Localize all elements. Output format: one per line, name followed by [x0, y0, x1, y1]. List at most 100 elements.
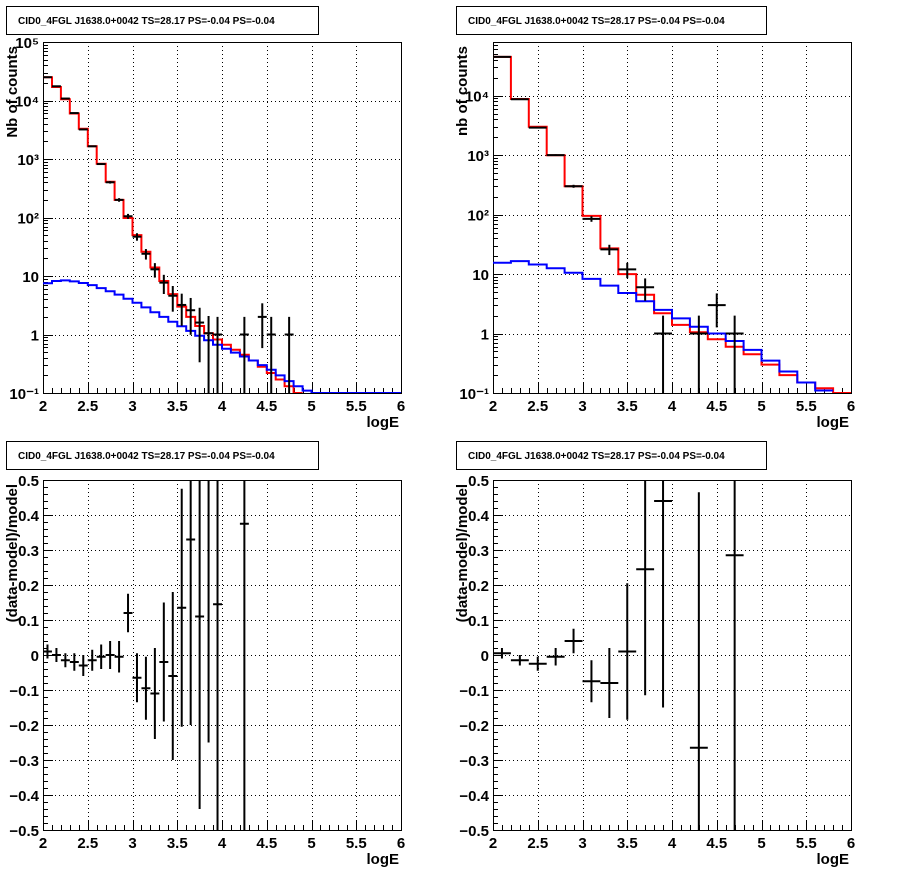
- data-point: [257, 303, 267, 349]
- x-tick-label: 2: [39, 398, 47, 415]
- x-tick-label: 4.5: [256, 398, 277, 415]
- x-tick-label: 5.5: [346, 835, 367, 852]
- y-tick-label: 10²: [467, 208, 489, 225]
- x-tick-label: 3: [128, 398, 136, 415]
- data-point: [96, 163, 106, 166]
- x-tick-label: 4: [218, 398, 227, 415]
- residual-point: [123, 593, 133, 633]
- data-point: [141, 249, 151, 260]
- chart-panel-2: CID0_4FGL J1638.0+0042 TS=28.17 PS=-0.04…: [454, 6, 855, 431]
- chart-title: CID0_4FGL J1638.0+0042 TS=28.17 PS=-0.04…: [468, 451, 725, 462]
- y-tick-label: 10: [472, 267, 489, 284]
- data-point: [564, 184, 583, 188]
- data-point: [132, 233, 142, 241]
- y-tick-label: −0.2: [9, 718, 39, 735]
- data-point: [546, 154, 565, 157]
- y-tick-label: 10⁵: [15, 35, 39, 52]
- data-point: [69, 112, 79, 115]
- residual-point: [654, 480, 672, 708]
- x-tick-label: 6: [397, 398, 405, 415]
- data-point: [618, 262, 637, 279]
- y-tick-label: 0: [481, 648, 489, 665]
- y-tick-label: 1: [481, 327, 489, 344]
- x-tick-label: 5.5: [796, 398, 817, 415]
- y-tick-label: −0.1: [9, 683, 39, 700]
- x-tick-label: 6: [847, 835, 855, 852]
- residual-point: [636, 480, 655, 696]
- residual-point: [546, 648, 565, 666]
- data-point: [284, 316, 294, 393]
- residual-point: [207, 480, 210, 743]
- residual-point: [141, 656, 151, 720]
- x-tick-label: 3.5: [617, 398, 638, 415]
- y-tick-label: −0.3: [9, 753, 39, 770]
- data-point: [186, 297, 196, 335]
- data-point: [114, 198, 124, 202]
- x-axis-label: logE: [367, 851, 400, 868]
- y-tick-label: 10: [22, 269, 39, 286]
- data-point: [123, 213, 133, 219]
- x-axis-label: logE: [817, 414, 850, 431]
- residual-point: [168, 592, 178, 760]
- chart-panel-4: CID0_4FGL J1638.0+0042 TS=28.17 PS=-0.04…: [454, 441, 855, 868]
- x-tick-label: 2.5: [527, 398, 548, 415]
- x-tick-label: 2: [489, 835, 497, 852]
- y-tick-label: 10³: [17, 152, 39, 169]
- x-tick-label: 3: [578, 398, 586, 415]
- y-tick-label: −0.5: [9, 823, 39, 840]
- data-point: [159, 274, 169, 294]
- residual-point: [159, 602, 169, 722]
- residual-point: [132, 653, 142, 703]
- x-tick-label: 2: [39, 835, 47, 852]
- residual-point: [114, 641, 124, 673]
- residual-point: [510, 655, 529, 666]
- series-1-histogram: [43, 76, 303, 393]
- chart-panel-3: CID0_4FGL J1638.0+0042 TS=28.17 PS=-0.04…: [4, 441, 405, 868]
- data-point: [150, 263, 160, 278]
- chart-title: CID0_4FGL J1638.0+0042 TS=28.17 PS=-0.04…: [18, 451, 275, 462]
- data-point: [87, 145, 97, 148]
- data-point: [582, 216, 601, 222]
- chart-panel-1: CID0_4FGL J1638.0+0042 TS=28.17 PS=-0.04…: [4, 6, 405, 431]
- y-axis-label: (data-model)/model: [4, 484, 21, 622]
- title-box: [456, 6, 767, 35]
- x-tick-label: 3.5: [167, 398, 188, 415]
- grid-lines: [493, 480, 852, 831]
- residual-point: [43, 644, 52, 659]
- title-box: [6, 441, 319, 470]
- x-tick-label: 2: [489, 398, 497, 415]
- y-axis-label: Nb of counts: [4, 46, 21, 138]
- residual-point: [177, 488, 187, 727]
- residual-point: [564, 628, 583, 654]
- series-2-histogram: [493, 260, 834, 392]
- data-point: [239, 316, 249, 393]
- y-tick-label: −0.4: [9, 788, 39, 805]
- residual-point: [493, 648, 511, 659]
- x-tick-label: 5: [307, 398, 315, 415]
- data-point: [689, 315, 708, 393]
- x-tick-label: 3.5: [617, 835, 638, 852]
- grid-lines: [43, 480, 402, 831]
- x-tick-label: 4.5: [256, 835, 277, 852]
- data-layer: [493, 480, 744, 830]
- x-tick-label: 4: [668, 398, 677, 415]
- residual-point: [195, 480, 205, 809]
- y-tick-label: 0.1: [18, 613, 39, 630]
- y-tick-label: 0.1: [468, 613, 489, 630]
- data-point: [168, 286, 178, 312]
- title-box: [456, 441, 767, 470]
- y-tick-label: 10⁴: [15, 94, 39, 111]
- y-tick-label: −0.5: [459, 823, 489, 840]
- chart-title: CID0_4FGL J1638.0+0042 TS=28.17 PS=-0.04…: [468, 16, 725, 27]
- residual-point: [600, 648, 619, 718]
- x-tick-label: 2.5: [527, 835, 548, 852]
- data-point: [177, 293, 187, 326]
- data-layer: [43, 480, 249, 830]
- y-tick-label: −0.3: [459, 753, 489, 770]
- data-point: [528, 126, 547, 129]
- data-point: [707, 293, 726, 328]
- data-point: [600, 244, 619, 256]
- residual-point: [186, 480, 196, 725]
- x-tick-label: 5: [757, 398, 765, 415]
